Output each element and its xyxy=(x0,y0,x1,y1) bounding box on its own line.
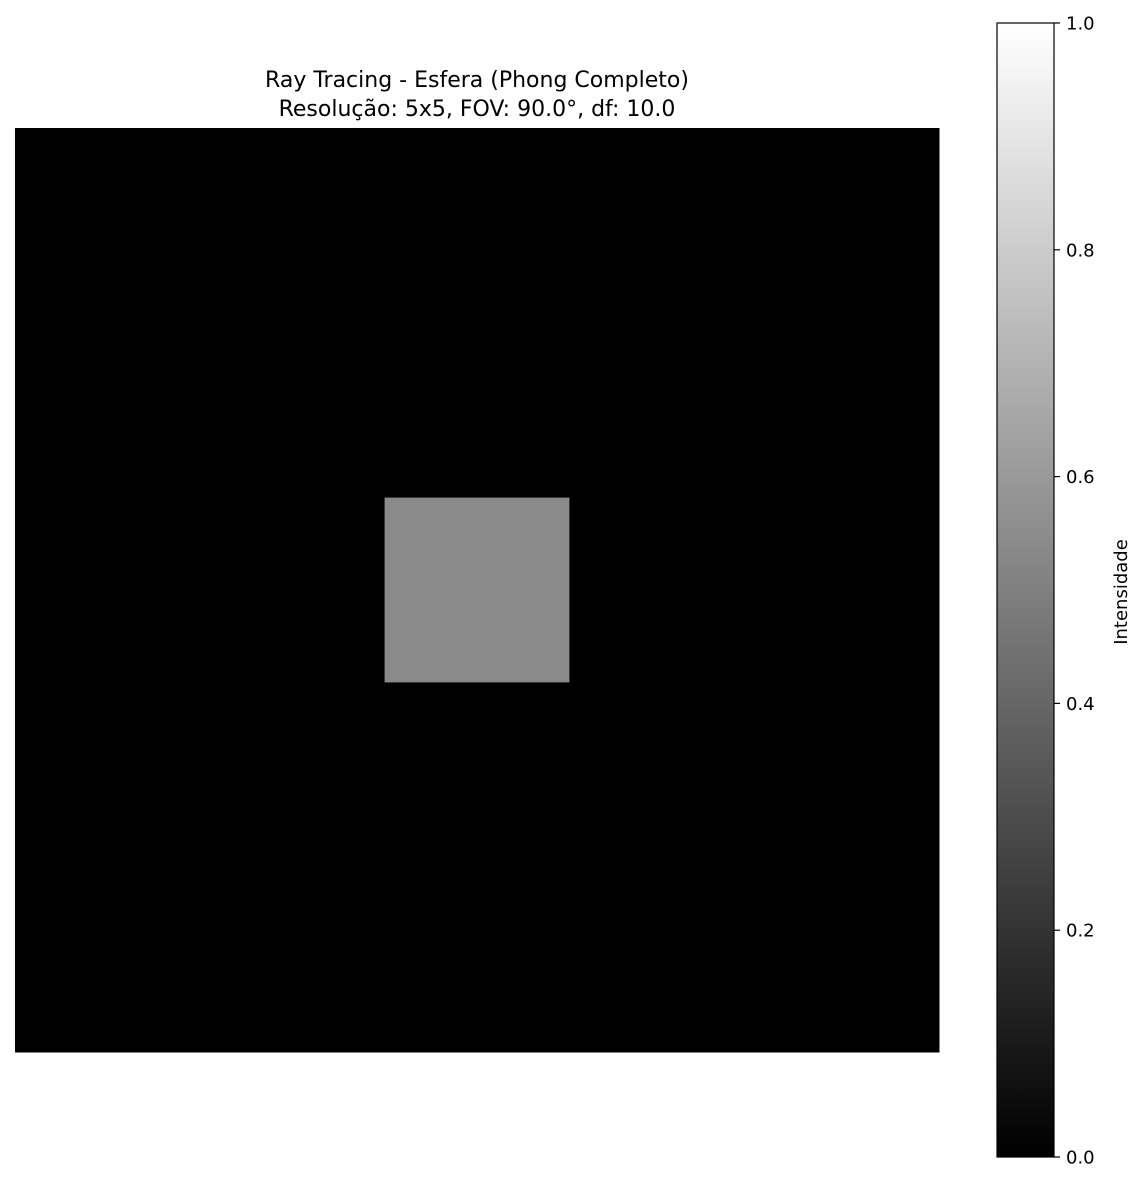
heatmap-cell xyxy=(384,497,570,683)
colorbar-ticks: 0.0 0.2 0.4 0.6 0.8 1.0 xyxy=(1054,14,1095,1169)
heatmap-cell xyxy=(15,497,201,683)
heatmap-image xyxy=(15,128,940,1053)
colorbar-tick-label: 1.0 xyxy=(1066,14,1095,35)
heatmap-cell xyxy=(754,497,940,683)
heatmap-cell xyxy=(569,128,755,314)
heatmap-cell xyxy=(199,497,386,683)
heatmap-cell xyxy=(15,682,201,868)
chart-subtitle: Resolução: 5x5, FOV: 90.0°, df: 10.0 xyxy=(279,97,676,122)
heatmap-cell xyxy=(569,312,755,499)
chart-title: Ray Tracing - Esfera (Phong Completo) xyxy=(265,68,689,93)
colorbar-tick-label: 0.8 xyxy=(1066,240,1095,261)
colorbar-label: Intensidade xyxy=(1111,539,1132,645)
heatmap-cell xyxy=(569,682,755,868)
heatmap-cell xyxy=(384,867,570,1053)
heatmap-cell xyxy=(384,128,570,314)
heatmap-cell xyxy=(15,128,201,314)
heatmap-cell xyxy=(569,867,755,1053)
heatmap-cell xyxy=(384,312,570,499)
colorbar-tick-label: 0.0 xyxy=(1066,1148,1095,1169)
heatmap-cell xyxy=(15,867,201,1053)
heatmap-cell xyxy=(384,682,570,868)
heatmap-cell xyxy=(199,128,386,314)
heatmap-cell xyxy=(754,682,940,868)
colorbar: 0.0 0.2 0.4 0.6 0.8 1.0 Intensidade xyxy=(996,14,1132,1169)
heatmap-cell xyxy=(199,867,386,1053)
colorbar-gradient xyxy=(996,22,1055,1158)
colorbar-tick-label: 0.4 xyxy=(1066,694,1095,715)
heatmap-cell xyxy=(569,497,755,683)
heatmap-cell xyxy=(199,312,386,499)
colorbar-tick-label: 0.2 xyxy=(1066,921,1095,942)
heatmap-cell xyxy=(15,312,201,499)
colorbar-tick-label: 0.6 xyxy=(1066,467,1095,488)
heatmap-cell xyxy=(754,128,940,314)
heatmap-cell xyxy=(199,682,386,868)
heatmap-cell xyxy=(754,312,940,499)
heatmap-cell xyxy=(754,867,940,1053)
